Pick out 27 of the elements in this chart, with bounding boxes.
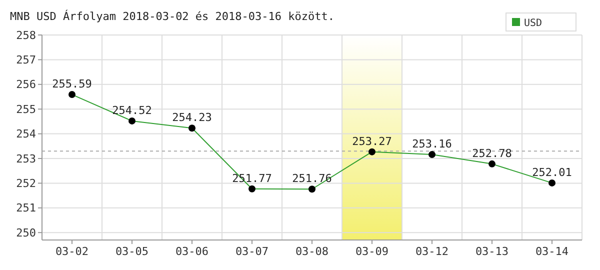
data-label: 253.27 <box>352 134 392 148</box>
data-label: 252.78 <box>472 146 512 160</box>
x-tick-label: 03-06 <box>175 245 209 258</box>
data-label: 255.59 <box>52 78 92 91</box>
y-tick-label: 251 <box>16 202 36 215</box>
legend-label: USD <box>524 18 542 29</box>
x-tick-label: 03-13 <box>475 245 509 258</box>
data-label: 252.01 <box>532 166 572 179</box>
data-label: 254.23 <box>172 111 212 124</box>
y-tick-label: 254 <box>16 128 36 141</box>
x-tick-label: 03-07 <box>235 245 269 258</box>
x-tick-label: 03-02 <box>55 245 89 258</box>
y-tick-label: 255 <box>16 102 36 116</box>
x-tick-label: 03-09 <box>355 245 389 258</box>
x-tick-label: 03-08 <box>295 245 329 258</box>
y-tick-label: 252 <box>16 177 36 190</box>
x-tick-label: 03-12 <box>415 245 449 258</box>
x-tick-label: 03-05 <box>115 245 149 258</box>
y-tick-label: 250 <box>16 226 36 240</box>
x-tick-label: 03-14 <box>535 245 569 258</box>
data-label: 253.16 <box>412 138 452 151</box>
y-tick-label: 256 <box>16 78 36 92</box>
y-tick-label: 258 <box>16 28 36 42</box>
y-tick-label: 253 <box>16 152 36 166</box>
y-tick-label: 257 <box>16 54 36 67</box>
chart-title: MNB USD Árfolyam 2018-03-02 és 2018-03-16 között. <box>10 9 335 23</box>
data-label: 254.52 <box>112 104 152 117</box>
